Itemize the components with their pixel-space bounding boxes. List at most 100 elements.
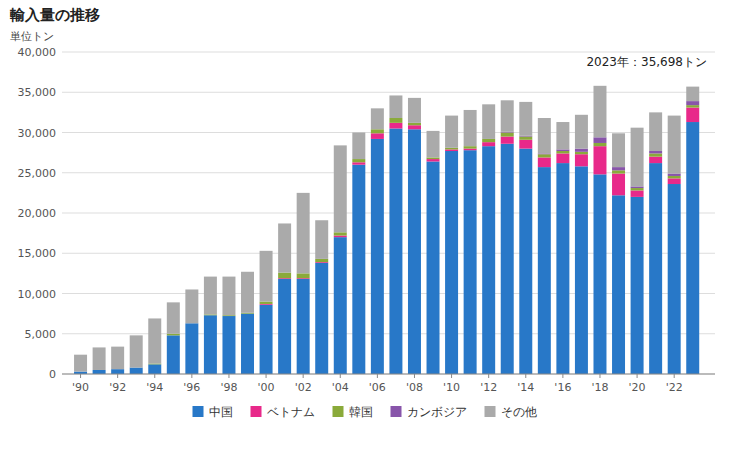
y-tick-label: 35,000 <box>18 86 57 99</box>
y-tick-label: 10,000 <box>18 288 57 301</box>
bar-segment <box>93 347 106 370</box>
bar-segment <box>334 237 347 374</box>
bar-segment <box>222 277 235 316</box>
bar-segment <box>593 86 606 138</box>
x-tick <box>340 374 341 378</box>
x-tick <box>191 374 192 378</box>
y-grid <box>62 52 715 374</box>
bar-segment <box>631 186 644 188</box>
chart: 輸入量の推移単位トン05,00010,00015,00020,00025,000… <box>0 0 729 450</box>
bar-segment <box>612 170 625 173</box>
x-tick <box>303 374 304 378</box>
x-tick-label: '16 <box>554 381 571 394</box>
bar-segment <box>686 101 699 105</box>
bar-segment <box>482 146 495 374</box>
bar-segment <box>352 133 365 160</box>
x-tick <box>377 374 378 378</box>
x-tick <box>525 374 526 378</box>
bar-segment <box>260 251 273 302</box>
bar-segment <box>501 133 514 137</box>
bar-segment <box>668 176 681 178</box>
bar-segment <box>482 142 495 146</box>
bar-segment <box>575 149 588 152</box>
bar-segment <box>519 149 532 374</box>
legend-label: カンボジア <box>407 405 467 419</box>
bar-segment <box>297 279 310 374</box>
bar-segment <box>631 190 644 196</box>
bar-segment <box>315 220 328 259</box>
bar-segment <box>556 163 569 374</box>
bar-segment <box>167 302 180 333</box>
bar-segment <box>167 335 180 374</box>
bar-segment <box>686 108 699 122</box>
x-tick-label: '06 <box>369 381 386 394</box>
bar-segment <box>371 133 384 139</box>
bar-segment <box>427 157 440 159</box>
bar-segment <box>352 159 365 162</box>
x-axis-line <box>62 374 715 375</box>
x-tick-label: '96 <box>183 381 200 394</box>
bar-segment <box>222 316 235 374</box>
bar-segment <box>185 323 198 374</box>
grid-line <box>62 92 715 93</box>
bar-segment <box>519 102 532 136</box>
y-tick-label: 40,000 <box>18 46 57 59</box>
bar-segment <box>686 87 699 101</box>
legend-label: 中国 <box>209 405 233 419</box>
bar-segment <box>371 108 384 129</box>
x-tick-label: '08 <box>406 381 423 394</box>
bar-segment <box>575 166 588 374</box>
bar-segment <box>556 122 569 149</box>
x-tick-label: '14 <box>517 381 534 394</box>
bar-segment <box>501 144 514 374</box>
bar-segment <box>408 125 421 129</box>
bar-segment <box>445 116 458 148</box>
y-tick-label: 20,000 <box>18 207 57 220</box>
bar-segment <box>260 305 273 374</box>
x-tick-label: '22 <box>666 381 683 394</box>
bar-segment <box>668 116 681 174</box>
bar-segment <box>631 188 644 190</box>
bar-segment <box>297 193 310 274</box>
x-tick <box>228 374 229 378</box>
bar-segment <box>389 128 402 374</box>
bar-segment <box>649 151 662 153</box>
x-tick <box>488 374 489 378</box>
legend-swatch <box>485 406 496 417</box>
bar-segment <box>278 273 291 279</box>
bar-segment <box>501 100 514 131</box>
bar-segment <box>519 137 532 140</box>
bar-segment <box>204 277 217 315</box>
bar-segment <box>649 112 662 151</box>
legend-item: ベトナム <box>251 405 315 419</box>
bar-segment <box>686 105 699 107</box>
bar-segment <box>649 153 662 156</box>
x-tick-label: '98 <box>220 381 237 394</box>
x-tick-label: '18 <box>591 381 608 394</box>
bar-segment <box>464 110 477 146</box>
grid-line <box>62 374 715 375</box>
bar-segment <box>93 370 106 374</box>
x-tick <box>637 374 638 378</box>
bar-segment <box>148 364 161 374</box>
title: 輸入量の推移 <box>9 6 100 24</box>
y-tick-label: 25,000 <box>18 167 57 180</box>
bar-segment <box>334 232 347 235</box>
bar-segment <box>575 152 588 154</box>
x-tick-label: '90 <box>72 381 89 394</box>
x-tick <box>414 374 415 378</box>
bar-segment <box>352 165 365 374</box>
bar-segment <box>445 149 458 151</box>
bar-segment <box>389 118 402 123</box>
bar-segment <box>556 151 569 153</box>
bar-segment <box>167 334 180 336</box>
bar-segment <box>649 157 662 163</box>
bar-segment <box>538 167 551 374</box>
bar-segment <box>482 139 495 142</box>
bar-segment <box>74 355 87 372</box>
bar-segment <box>427 131 440 158</box>
bar-segment <box>371 129 384 133</box>
y-tick-label: 0 <box>49 368 56 381</box>
grid-line <box>62 52 715 53</box>
bar-segment <box>593 146 606 174</box>
